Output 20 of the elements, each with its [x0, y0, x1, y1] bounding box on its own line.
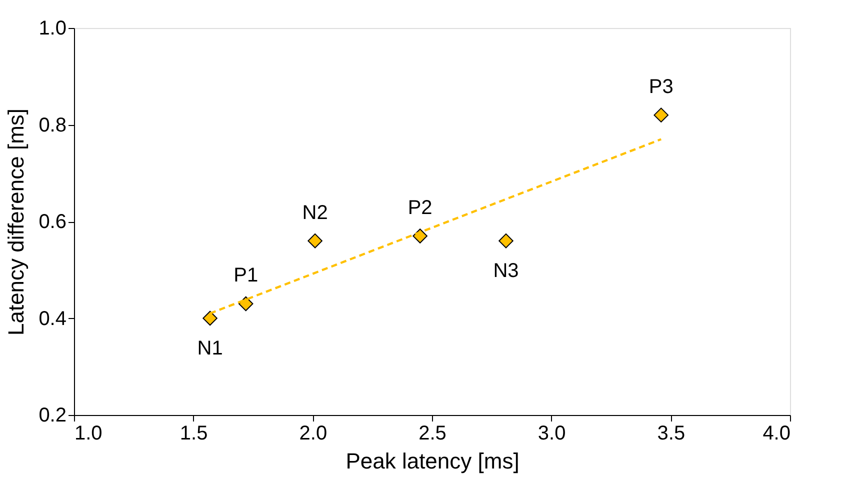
x-tick-label: 1.0: [74, 422, 102, 444]
y-tick-label: 1.0: [38, 18, 66, 40]
y-axis-title: Latency difference [ms]: [4, 108, 29, 336]
annotation: N3: [493, 260, 519, 282]
y-tick-label: 0.2: [38, 404, 66, 426]
annotation: P1: [234, 264, 258, 287]
y-tick-label: 0.6: [38, 211, 66, 233]
annotation: N1: [197, 337, 223, 360]
x-tick-label: 2.0: [299, 422, 328, 444]
x-tick-label: 4.0: [762, 422, 790, 444]
x-tick-label: 3.5: [657, 422, 686, 444]
x-tick-label: 3.0: [538, 422, 566, 444]
x-axis-title: Peak latency [ms]: [346, 448, 520, 474]
x-tick-label: 1.5: [180, 422, 208, 444]
annotation: N2: [302, 202, 328, 224]
annotation: P3: [648, 76, 674, 98]
annotation: P2: [408, 197, 432, 220]
x-tick-label: 2.5: [418, 422, 446, 444]
y-tick-label: 0.4: [38, 308, 66, 330]
y-tick-label: 0.8: [38, 114, 66, 136]
